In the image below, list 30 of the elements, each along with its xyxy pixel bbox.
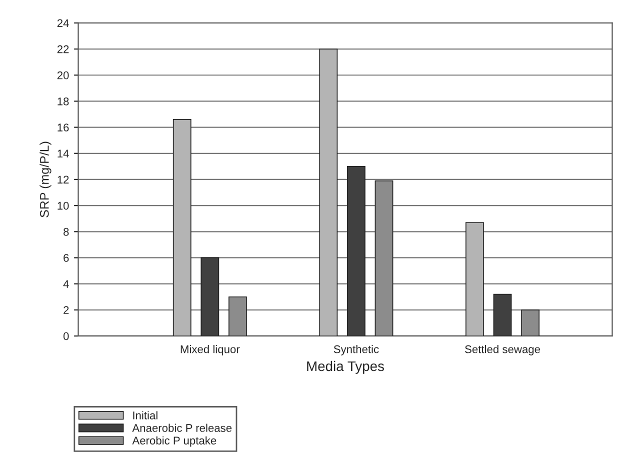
legend-label: Initial xyxy=(133,411,158,420)
y-tick-label: 6 xyxy=(64,254,69,262)
y-tick-label: 14 xyxy=(58,150,69,158)
y-tick-label: 8 xyxy=(64,228,69,236)
bar xyxy=(374,180,394,336)
bar xyxy=(200,257,220,336)
bar xyxy=(228,296,247,336)
x-tick-label: Synthetic xyxy=(334,345,379,356)
bar xyxy=(493,294,512,336)
y-tick-label: 24 xyxy=(57,19,69,27)
y-axis-title: SRP (mg/P/L) xyxy=(40,142,52,218)
legend-label: Anaerobic P release xyxy=(132,424,232,432)
y-tick-label: 12 xyxy=(58,176,69,184)
legend-label: Aerobic P uptake xyxy=(132,436,216,447)
y-tick-label: 18 xyxy=(58,97,69,106)
x-tick-label: Settled sewage xyxy=(465,345,540,356)
bar xyxy=(347,166,366,336)
y-tick-label: 4 xyxy=(63,280,69,288)
bar xyxy=(521,309,540,336)
y-tick-label: 0 xyxy=(63,332,69,340)
bar xyxy=(172,119,192,336)
bar xyxy=(466,222,484,336)
y-tick-label: 10 xyxy=(58,202,69,210)
y-tick-label: 22 xyxy=(57,45,69,54)
y-tick-label: 16 xyxy=(58,124,69,132)
bar xyxy=(319,48,338,336)
y-tick-label: 2 xyxy=(64,306,69,314)
x-tick-label: Mixed liquor xyxy=(180,345,240,356)
y-tick-label: 20 xyxy=(57,71,69,80)
x-axis-title: Media Types xyxy=(307,360,384,374)
